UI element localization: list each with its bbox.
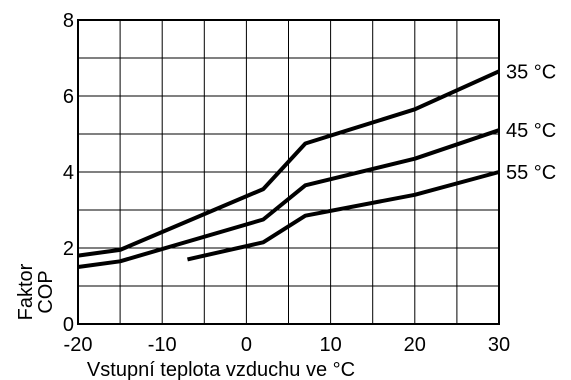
plot-frame	[77, 19, 500, 325]
y-axis-label: FaktorCOP	[15, 263, 57, 320]
series-labels: 35 °C 45 °C 55 °C	[506, 61, 556, 184]
y-axis-label-line: Faktor	[15, 263, 37, 320]
y-tick-label: 0	[63, 314, 74, 336]
series-line-1	[77, 69, 500, 258]
y-axis-label-line: COP	[35, 270, 57, 313]
series-label-3: 55 °C	[506, 162, 556, 184]
y-tick-label: 4	[63, 162, 74, 184]
y-tick-label: 2	[63, 238, 74, 260]
series-line-2	[77, 128, 500, 269]
x-tick-label: -10	[148, 334, 177, 356]
tick-labels: -20 -10 0 10 20 30 0 2 4 6 8	[63, 10, 510, 356]
x-tick-label: 0	[241, 334, 252, 356]
x-tick-label: 30	[488, 334, 510, 356]
series-label-2: 45 °C	[506, 120, 556, 142]
y-tick-label: 8	[63, 10, 74, 32]
x-axis-label: Vstupní teplota vzduchu ve °C	[87, 359, 355, 380]
grid-lines	[78, 20, 499, 324]
y-tick-label: 6	[63, 86, 74, 108]
x-tick-label: 20	[404, 334, 426, 356]
series-label-1: 35 °C	[506, 61, 556, 83]
x-tick-label: 10	[319, 334, 341, 356]
series-line-3	[187, 170, 500, 262]
series-lines	[77, 69, 500, 269]
x-tick-label: -20	[64, 334, 93, 356]
